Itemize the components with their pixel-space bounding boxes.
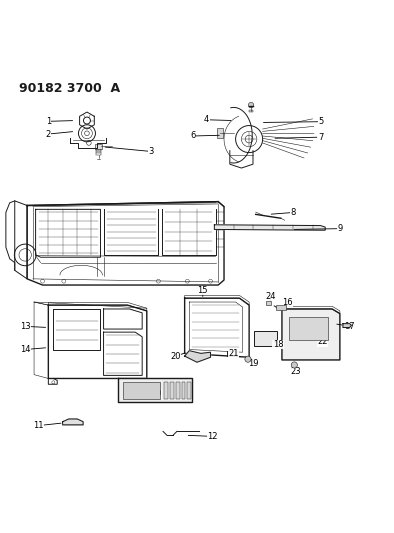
Circle shape xyxy=(245,356,251,362)
Text: 22: 22 xyxy=(317,337,328,346)
Text: 14: 14 xyxy=(20,345,30,354)
Text: 19: 19 xyxy=(248,359,258,368)
Bar xyxy=(289,317,327,340)
Bar xyxy=(176,382,180,399)
Text: 1: 1 xyxy=(46,117,51,126)
Text: 9: 9 xyxy=(337,224,342,233)
Text: 7: 7 xyxy=(318,133,323,142)
Text: 18: 18 xyxy=(273,340,283,349)
Text: 10: 10 xyxy=(151,390,162,399)
Bar xyxy=(276,305,286,310)
Text: 23: 23 xyxy=(290,367,301,376)
Polygon shape xyxy=(185,351,210,362)
Text: 8: 8 xyxy=(291,208,296,217)
Polygon shape xyxy=(343,324,351,327)
Bar xyxy=(164,382,168,399)
Polygon shape xyxy=(282,309,340,360)
Text: 15: 15 xyxy=(197,286,208,295)
Bar xyxy=(254,331,277,346)
Text: 13: 13 xyxy=(20,322,30,331)
Polygon shape xyxy=(63,419,83,425)
Bar xyxy=(123,382,160,399)
Bar xyxy=(266,301,271,305)
Text: 11: 11 xyxy=(33,421,44,430)
Text: 4: 4 xyxy=(204,115,209,124)
Text: 20: 20 xyxy=(171,352,181,361)
Text: 90182 3700  A: 90182 3700 A xyxy=(19,82,121,95)
Bar xyxy=(217,128,223,138)
Polygon shape xyxy=(118,378,192,402)
Text: 24: 24 xyxy=(265,292,276,301)
Bar xyxy=(182,382,186,399)
Bar xyxy=(170,382,174,399)
Text: 3: 3 xyxy=(148,147,153,156)
Bar xyxy=(187,382,191,399)
Polygon shape xyxy=(214,225,325,230)
Text: 17: 17 xyxy=(344,322,355,331)
Text: 5: 5 xyxy=(318,117,323,126)
Text: 16: 16 xyxy=(282,297,293,306)
Bar xyxy=(249,110,253,112)
Text: 12: 12 xyxy=(207,432,218,441)
Text: 6: 6 xyxy=(190,132,196,141)
Text: 2: 2 xyxy=(46,130,51,139)
Circle shape xyxy=(291,362,297,368)
Circle shape xyxy=(248,102,254,108)
Bar xyxy=(95,144,102,149)
Text: 21: 21 xyxy=(229,349,239,358)
